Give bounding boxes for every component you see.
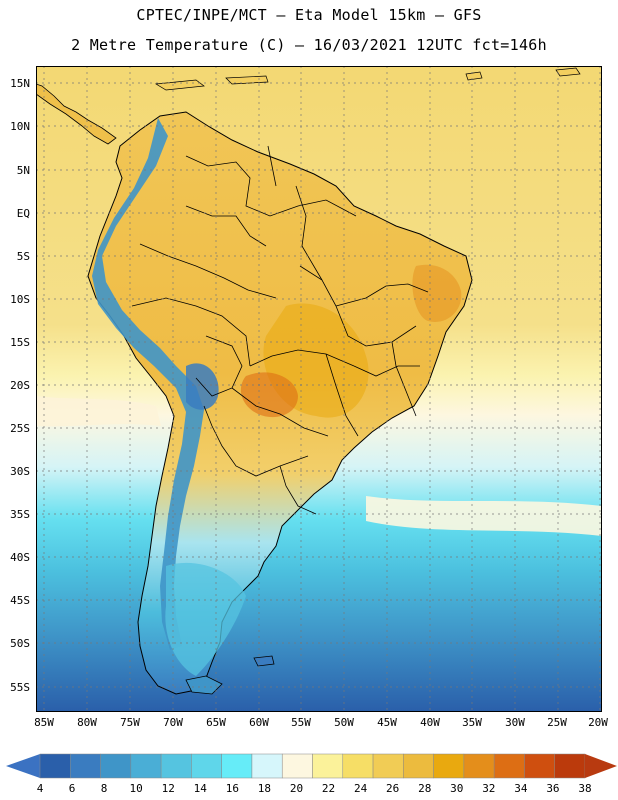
political-borders xyxy=(131,145,429,515)
map-title-line2: 2 Metre Temperature (C) – 16/03/2021 12U… xyxy=(71,36,547,54)
colorbar-tick-label: 8 xyxy=(100,782,108,795)
patagonia-cool xyxy=(165,562,246,676)
colorbar-swatch xyxy=(160,753,192,779)
atlantic-cool-band xyxy=(366,496,602,536)
colorbar-swatch xyxy=(463,753,495,779)
paraguay-hot-spot xyxy=(240,372,298,418)
andes-cold-ridge xyxy=(92,118,204,650)
lat-label: 15S xyxy=(10,336,30,349)
central-america-land xyxy=(36,83,117,145)
colorbar-tick-label: 18 xyxy=(257,782,272,795)
colorbar-swatch xyxy=(221,753,253,779)
colorbar-tick-label: 6 xyxy=(68,782,76,795)
lon-label: 20W xyxy=(588,716,608,729)
altiplano-cold xyxy=(186,363,219,410)
colorbar-swatch xyxy=(524,753,555,779)
lon-label: 50W xyxy=(334,716,354,729)
colorbar-tick-label: 26 xyxy=(386,782,400,795)
colorbar-under-arrow xyxy=(6,754,40,778)
colorbar-tick-label: 30 xyxy=(450,782,464,795)
lon-label: 70W xyxy=(163,716,183,729)
lat-label: 10S xyxy=(10,293,30,306)
lat-label: 5N xyxy=(16,164,30,177)
lon-label: 30W xyxy=(505,716,525,729)
tierra-del-fuego xyxy=(185,675,223,695)
lat-label: 25S xyxy=(10,422,30,435)
map-frame xyxy=(36,66,602,712)
lat-label: 55S xyxy=(10,681,30,694)
colorbar-swatch xyxy=(251,753,283,779)
northeast-warm-area xyxy=(412,264,462,322)
lon-label: 25W xyxy=(547,716,567,729)
colorbar-tick-label: 14 xyxy=(193,782,207,795)
colorbar-swatch xyxy=(433,753,465,779)
lat-label: 30S xyxy=(10,465,30,478)
colorbar-swatch xyxy=(100,753,132,779)
colorbar-tick-label: 22 xyxy=(321,782,336,795)
lon-label: 75W xyxy=(120,716,140,729)
colorbar-swatch xyxy=(39,753,71,779)
colorbar-tick-label: 34 xyxy=(514,782,528,795)
colorbar-tick-label: 38 xyxy=(578,782,592,795)
colorbar-tick-label: 12 xyxy=(161,782,175,795)
lon-label: 45W xyxy=(377,716,397,729)
lat-label: 45S xyxy=(10,594,30,607)
lat-label: 20S xyxy=(10,379,30,392)
colorbar-tick-label: 20 xyxy=(289,782,304,795)
colorbar-swatch xyxy=(70,753,101,779)
colorbar-swatch xyxy=(342,753,374,779)
colorbar-tick-label: 16 xyxy=(225,782,239,795)
colorbar-over-arrow xyxy=(585,754,617,778)
colorbar-legend xyxy=(6,753,617,779)
lon-label: 85W xyxy=(34,716,54,729)
lat-label: 50S xyxy=(10,637,30,650)
lon-label: 35W xyxy=(462,716,482,729)
lat-label: 35S xyxy=(10,508,30,521)
graticule xyxy=(36,66,602,712)
colorbar-tick-label: 24 xyxy=(353,782,368,795)
colorbar-tick-label: 32 xyxy=(482,782,496,795)
lat-label: 40S xyxy=(10,551,30,564)
temperature-map[interactable] xyxy=(36,66,602,712)
colorbar-tick-label: 4 xyxy=(36,782,44,795)
lon-label: 80W xyxy=(77,716,97,729)
lon-label: 60W xyxy=(249,716,269,729)
falkland-islands xyxy=(253,655,275,667)
colorbar-swatch xyxy=(130,753,162,779)
colorbar-swatch xyxy=(554,753,586,779)
lat-label: 10N xyxy=(10,120,30,133)
map-title-line1: CPTEC/INPE/MCT – Eta Model 15km – GFS xyxy=(136,6,482,24)
lat-label: 5S xyxy=(16,250,30,263)
colorbar-tick-label: 28 xyxy=(418,782,432,795)
colorbar-swatch xyxy=(493,753,525,779)
lon-label: 65W xyxy=(206,716,226,729)
colorbar-tick-label: 36 xyxy=(546,782,560,795)
lat-label: EQ xyxy=(16,207,30,220)
colorbar-swatch xyxy=(281,753,313,779)
caribbean-islands xyxy=(154,67,581,91)
colorbar-swatch xyxy=(312,753,344,779)
colorbar-swatch xyxy=(403,753,434,779)
colorbar-swatch xyxy=(372,753,404,779)
colorbar-swatch xyxy=(191,753,222,779)
lon-label: 40W xyxy=(420,716,440,729)
lat-label: 15N xyxy=(10,77,30,90)
colorbar-tick-label: 10 xyxy=(129,782,143,795)
lon-label: 55W xyxy=(291,716,311,729)
